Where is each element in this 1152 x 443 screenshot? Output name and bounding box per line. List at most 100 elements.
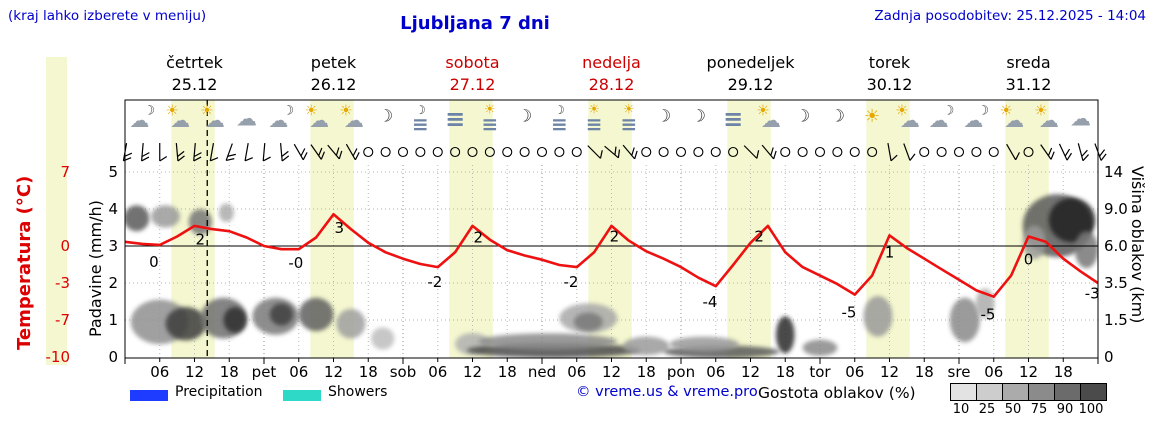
temp-value-label: 0 — [1024, 251, 1034, 269]
wind-calm-icon — [814, 146, 826, 158]
density-level-label: 100 — [1078, 402, 1104, 417]
barb-tick — [210, 157, 219, 162]
wind-barb-icon — [903, 143, 916, 161]
day-date: 26.12 — [311, 75, 357, 94]
barb-tick — [335, 147, 340, 156]
wind-calm-icon — [1023, 146, 1034, 158]
barb-staff — [209, 143, 215, 161]
barb-tick — [338, 150, 343, 160]
cloud-tick-label: 14 — [1104, 163, 1123, 181]
wind-calm-icon — [571, 146, 582, 158]
cloud-cover-blob — [218, 203, 234, 222]
x-tick-label: 12 — [324, 363, 343, 381]
wind-calm-icon — [936, 146, 947, 158]
precip-tick-label: 1 — [108, 311, 118, 329]
barb-staff — [293, 143, 304, 161]
x-tick-label: 18 — [776, 363, 795, 381]
barb-staff — [140, 142, 144, 162]
barb-tick — [617, 149, 621, 158]
x-tick-label: 06 — [150, 363, 169, 381]
x-tick-label: 18 — [1054, 363, 1073, 381]
density-swatch — [1080, 384, 1106, 400]
barb-tick — [1081, 149, 1088, 157]
x-tick-label: 12 — [463, 363, 482, 381]
wind-row — [122, 142, 1107, 162]
wind-barb-icon — [604, 145, 621, 159]
barb-tick — [634, 150, 638, 160]
barb-staff — [345, 143, 356, 161]
temp-tick-label: 0 — [60, 237, 70, 255]
cloud-cover-blob — [223, 307, 247, 333]
wind-calm-icon — [710, 146, 721, 158]
wind-calm-icon — [919, 146, 930, 158]
wind-barb-icon — [225, 143, 236, 162]
density-level-label: 50 — [1004, 402, 1022, 417]
density-swatch — [1054, 384, 1080, 400]
day-name: četrtek — [166, 53, 224, 72]
wind-calm-icon — [832, 146, 843, 158]
wind-barb-icon — [327, 144, 343, 160]
cloud-cover-blob — [775, 316, 795, 354]
wind-barb-icon — [761, 144, 777, 160]
barb-tick — [1064, 148, 1071, 157]
x-tick-label: 12 — [602, 363, 621, 381]
wind-calm-icon — [867, 146, 878, 158]
barb-tick — [1047, 147, 1053, 156]
wind-barb-icon — [159, 143, 168, 162]
cloud-tick-label: 0 — [1104, 348, 1114, 366]
barb-tick — [226, 158, 235, 162]
temp-tick-label: 7 — [60, 163, 70, 181]
cloud-tick-label: 1.5 — [1104, 311, 1128, 329]
showers-swatch — [283, 390, 321, 401]
x-tick-label: 06 — [706, 363, 725, 381]
wind-calm-icon — [693, 146, 704, 158]
wind-calm-icon — [467, 146, 478, 158]
barb-tick — [631, 147, 635, 156]
x-tick-label: tor — [809, 363, 831, 381]
day-name: petek — [311, 53, 357, 72]
x-tick-label: 12 — [741, 363, 760, 381]
cloud-cover-blob — [151, 205, 181, 228]
barb-tick — [300, 148, 306, 157]
barb-tick — [1050, 151, 1055, 160]
barb-staff — [262, 142, 266, 162]
cloud-cover-blob — [949, 297, 980, 343]
wind-calm-icon — [484, 146, 495, 158]
temperature-point-labels: 0 2 -0 3 -2 2 -2 2 -4 2 -5 1 -5 0 -3 — [149, 219, 1100, 324]
precipitation-axis: 5 4 3 2 1 0 — [108, 163, 118, 366]
wind-calm-icon — [797, 146, 808, 158]
wind-barb-icon — [1006, 143, 1020, 161]
left-axis-strip — [46, 57, 67, 365]
wind-barb-icon — [293, 143, 308, 161]
wind-calm-icon — [519, 146, 530, 158]
barb-tick — [123, 152, 133, 157]
barb-tick — [320, 151, 325, 160]
precip-tick-label: 2 — [108, 274, 118, 292]
cloud-cover-layer — [125, 194, 1098, 358]
barb-tick — [909, 153, 916, 161]
barb-tick — [302, 152, 308, 161]
wind-calm-icon — [397, 146, 409, 158]
barb-tick — [227, 153, 236, 157]
barb-tick — [318, 147, 323, 156]
cloud-tick-label: 3.5 — [1104, 274, 1128, 292]
credit-link[interactable]: © vreme.us & vreme.pro — [576, 384, 758, 400]
day-name: sreda — [1006, 53, 1050, 72]
barb-tick — [756, 150, 760, 159]
barb-tick — [1100, 153, 1107, 161]
x-tick-label: 12 — [1019, 363, 1038, 381]
density-swatch — [1028, 384, 1054, 400]
wind-calm-icon — [675, 146, 687, 158]
density-level-label: 10 — [952, 402, 970, 417]
temperature-curve — [125, 213, 1098, 299]
barb-staff — [244, 143, 249, 161]
density-level-label: 75 — [1030, 402, 1048, 417]
x-tick-label: 18 — [359, 363, 378, 381]
temp-value-label: 3 — [335, 219, 345, 237]
wind-calm-icon — [363, 146, 374, 158]
precip-tick-label: 3 — [108, 237, 118, 255]
day-headers: četrtek 25.12 petek 26.12 sobota 27.12 nedelja… — [166, 53, 1051, 94]
wind-barb-icon — [279, 142, 290, 162]
